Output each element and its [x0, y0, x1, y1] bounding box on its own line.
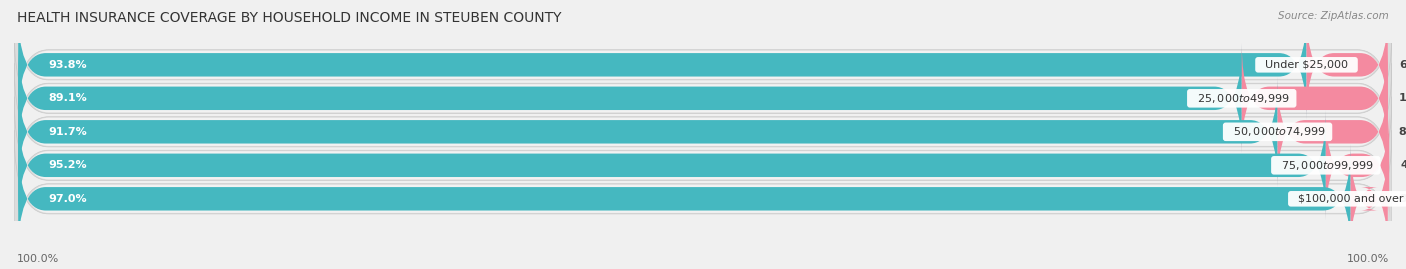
- Text: Under $25,000: Under $25,000: [1258, 60, 1355, 70]
- Text: 3.0%: 3.0%: [1399, 194, 1406, 204]
- FancyBboxPatch shape: [18, 106, 1388, 225]
- FancyBboxPatch shape: [14, 63, 1392, 200]
- FancyBboxPatch shape: [18, 72, 1388, 192]
- Text: 100.0%: 100.0%: [17, 254, 59, 264]
- FancyBboxPatch shape: [1306, 9, 1388, 120]
- Text: $25,000 to $49,999: $25,000 to $49,999: [1189, 92, 1294, 105]
- Text: 95.2%: 95.2%: [48, 160, 87, 170]
- FancyBboxPatch shape: [14, 97, 1392, 234]
- Text: 97.0%: 97.0%: [48, 194, 87, 204]
- FancyBboxPatch shape: [18, 110, 1326, 221]
- FancyBboxPatch shape: [18, 43, 1241, 154]
- FancyBboxPatch shape: [1278, 77, 1388, 187]
- Text: 4.9%: 4.9%: [1400, 160, 1406, 170]
- Text: 100.0%: 100.0%: [1347, 254, 1389, 264]
- Text: Source: ZipAtlas.com: Source: ZipAtlas.com: [1278, 11, 1389, 21]
- Text: $100,000 and over: $100,000 and over: [1291, 194, 1406, 204]
- FancyBboxPatch shape: [18, 9, 1306, 120]
- FancyBboxPatch shape: [1351, 144, 1388, 254]
- FancyBboxPatch shape: [1326, 110, 1389, 221]
- Text: $75,000 to $99,999: $75,000 to $99,999: [1274, 159, 1378, 172]
- FancyBboxPatch shape: [18, 39, 1388, 158]
- Text: 91.7%: 91.7%: [48, 127, 87, 137]
- FancyBboxPatch shape: [18, 139, 1388, 259]
- Text: 8.3%: 8.3%: [1399, 127, 1406, 137]
- FancyBboxPatch shape: [18, 5, 1388, 125]
- FancyBboxPatch shape: [18, 144, 1351, 254]
- Text: HEALTH INSURANCE COVERAGE BY HOUSEHOLD INCOME IN STEUBEN COUNTY: HEALTH INSURANCE COVERAGE BY HOUSEHOLD I…: [17, 11, 561, 25]
- FancyBboxPatch shape: [14, 30, 1392, 167]
- FancyBboxPatch shape: [1241, 43, 1388, 154]
- Text: $50,000 to $74,999: $50,000 to $74,999: [1226, 125, 1330, 138]
- Text: 10.9%: 10.9%: [1399, 93, 1406, 103]
- FancyBboxPatch shape: [14, 130, 1392, 267]
- Text: 93.8%: 93.8%: [48, 60, 87, 70]
- FancyBboxPatch shape: [18, 77, 1278, 187]
- Text: 89.1%: 89.1%: [48, 93, 87, 103]
- Text: 6.2%: 6.2%: [1399, 60, 1406, 70]
- FancyBboxPatch shape: [14, 0, 1392, 133]
